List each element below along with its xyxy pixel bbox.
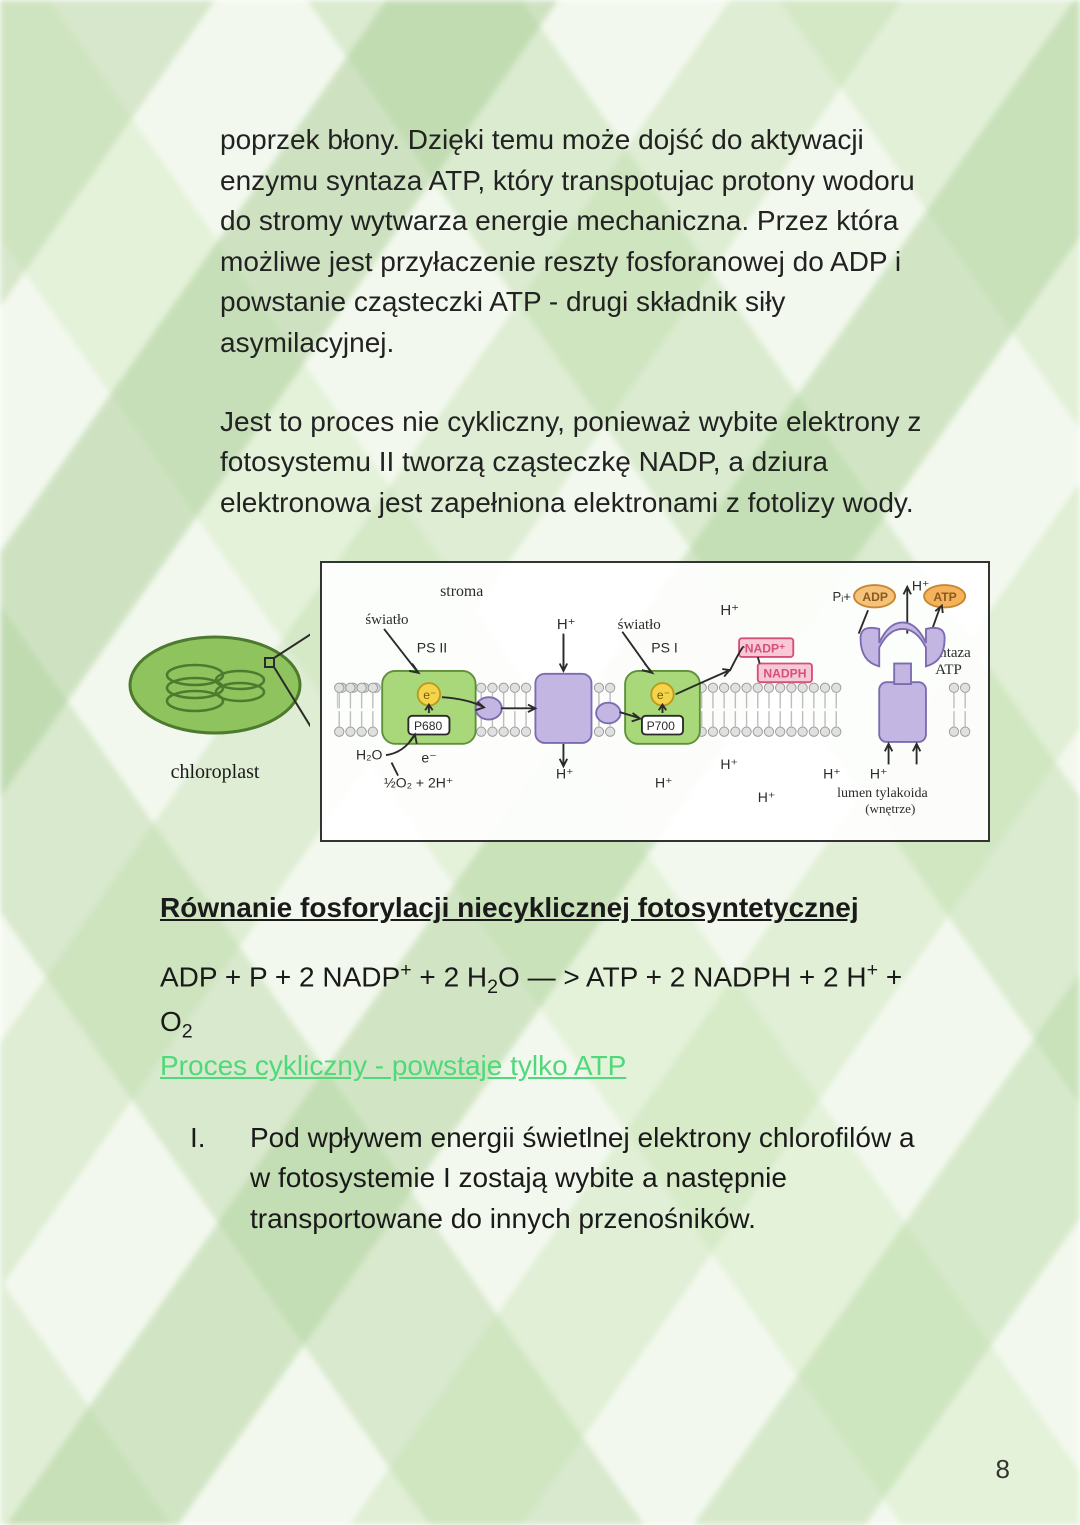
list-marker: I.: [190, 1118, 220, 1240]
label-nadp-plus: NADP⁺: [745, 642, 786, 656]
svg-text:H⁺: H⁺: [870, 766, 888, 782]
paragraph-1: poprzek błony. Dzięki temu może dojść do…: [220, 120, 930, 364]
label-nadph: NADPH: [763, 667, 806, 681]
label-hplus-top-3: H⁺: [912, 578, 930, 594]
atp-synthase-shape: [861, 623, 945, 743]
label-swiatlo-1: światło: [365, 613, 408, 629]
equation-heading: Równanie fosforylacji niecyklicznej foto…: [160, 892, 930, 924]
chloroplast-cell: chloroplast: [120, 620, 310, 784]
label-lumen-1: lumen tylakoida: [837, 786, 928, 801]
diagram-row: chloroplast stroma światło światło H⁺ H⁺…: [120, 561, 990, 842]
label-p700: P700: [647, 719, 676, 733]
label-pi: Pᵢ+: [833, 589, 851, 604]
label-adp: ADP: [862, 590, 888, 604]
list-text: Pod wpływem energii świetlnej elektrony …: [250, 1118, 930, 1240]
label-atp: ATP: [933, 590, 956, 604]
label-stroma: stroma: [440, 584, 483, 601]
svg-text:H⁺: H⁺: [720, 756, 738, 772]
membrane-diagram-frame: stroma światło światło H⁺ H⁺ NADP⁺ NADPH…: [320, 561, 990, 842]
label-hplus-top-2: H⁺: [720, 602, 739, 619]
svg-text:H⁺: H⁺: [823, 766, 841, 782]
svg-text:H⁺: H⁺: [655, 775, 673, 791]
membrane-diagram: stroma światło światło H⁺ H⁺ NADP⁺ NADPH…: [328, 569, 982, 829]
svg-text:e⁻: e⁻: [423, 688, 436, 702]
cyclic-process-link[interactable]: Proces cykliczny - powstaje tylko ATP: [160, 1050, 626, 1082]
label-o2: ½O₂ + 2H⁺: [384, 775, 453, 791]
chloroplast-icon: [120, 620, 310, 770]
list-item-1: I. Pod wpływem energii świetlnej elektro…: [190, 1118, 930, 1240]
label-psii: PS II: [417, 640, 447, 656]
label-atp-synthase-2: ATP: [935, 662, 962, 678]
label-psi: PS I: [651, 640, 677, 656]
svg-text:H⁺: H⁺: [758, 789, 776, 805]
svg-text:e⁻: e⁻: [421, 750, 436, 766]
equation-text: ADP + P + 2 NADP+ + 2 H2O — > ATP + 2 NA…: [160, 956, 930, 1045]
label-h2o: H₂O: [356, 747, 383, 763]
label-hplus-top-1: H⁺: [557, 616, 576, 633]
label-lumen-2: (wnętrze): [865, 801, 915, 816]
label-swiatlo-2: światło: [618, 617, 661, 633]
svg-text:H⁺: H⁺: [556, 766, 574, 782]
svg-text:e⁻: e⁻: [657, 688, 670, 702]
paragraph-2: Jest to proces nie cykliczny, ponieważ w…: [220, 402, 930, 524]
label-p680: P680: [414, 719, 443, 733]
page-number: 8: [996, 1454, 1010, 1485]
